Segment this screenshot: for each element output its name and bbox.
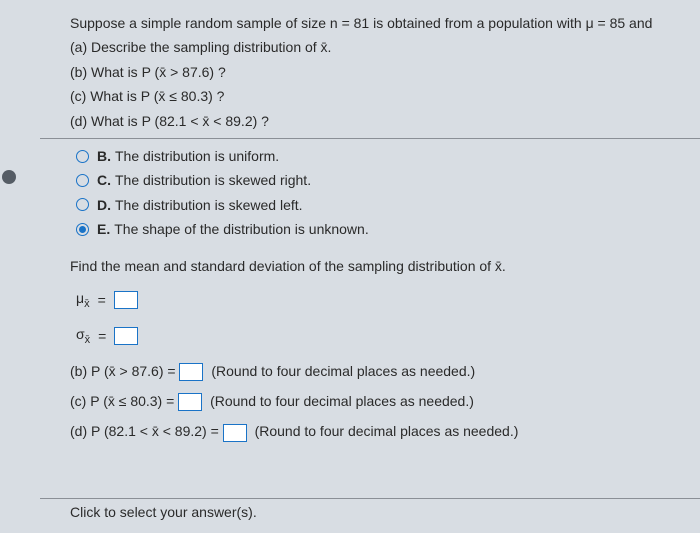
choice-text: The distribution is uniform. [115, 148, 279, 164]
stem-part-a: (a) Describe the sampling distribution o… [70, 36, 680, 58]
footer-instruction: Click to select your answer(s). [70, 501, 257, 523]
equals-sign: = [98, 289, 106, 311]
radio-icon [76, 150, 89, 163]
sigma-label: σx̄ [76, 323, 90, 349]
choice-c[interactable]: C.The distribution is skewed right. [70, 169, 680, 191]
choice-list: B.The distribution is uniform. C.The dis… [70, 145, 680, 241]
divider-top [40, 138, 700, 139]
answer-c-prefix: (c) P (x̄ ≤ 80.3) = [70, 393, 174, 409]
answer-d-prefix: (d) P (82.1 < x̄ < 89.2) = [70, 423, 219, 439]
choice-text: The distribution is skewed left. [115, 197, 303, 213]
mu-input[interactable] [114, 291, 138, 309]
mu-label: μx̄ [76, 287, 90, 313]
stem-line-1: Suppose a simple random sample of size n… [70, 12, 680, 34]
mu-row: μx̄ = [76, 287, 680, 313]
radio-icon-selected [76, 223, 89, 236]
side-indicator-dot [2, 170, 16, 184]
choice-letter: B. [97, 148, 111, 164]
divider-bottom [40, 498, 700, 499]
problem-stem: Suppose a simple random sample of size n… [70, 12, 680, 132]
choice-b[interactable]: B.The distribution is uniform. [70, 145, 680, 167]
question-page: Suppose a simple random sample of size n… [0, 0, 700, 463]
equals-sign: = [98, 325, 106, 347]
answer-d-hint: (Round to four decimal places as needed.… [255, 423, 519, 439]
answer-d-input[interactable] [223, 424, 247, 442]
choice-letter: D. [97, 197, 111, 213]
choice-letter: E. [97, 221, 110, 237]
choice-d[interactable]: D.The distribution is skewed left. [70, 194, 680, 216]
radio-icon [76, 198, 89, 211]
answer-c-input[interactable] [178, 393, 202, 411]
answer-c-row: (c) P (x̄ ≤ 80.3) = (Round to four decim… [70, 390, 680, 412]
stem-part-d: (d) What is P (82.1 < x̄ < 89.2) ? [70, 110, 680, 132]
instruction-text: Find the mean and standard deviation of … [70, 255, 680, 277]
choice-letter: C. [97, 172, 111, 188]
answer-c-hint: (Round to four decimal places as needed.… [210, 393, 474, 409]
choice-text: The distribution is skewed right. [115, 172, 311, 188]
sigma-row: σx̄ = [76, 323, 680, 349]
radio-icon [76, 174, 89, 187]
choice-text: The shape of the distribution is unknown… [114, 221, 369, 237]
choice-e[interactable]: E.The shape of the distribution is unkno… [70, 218, 680, 240]
stem-part-b: (b) What is P (x̄ > 87.6) ? [70, 61, 680, 83]
sigma-input[interactable] [114, 327, 138, 345]
answer-b-prefix: (b) P (x̄ > 87.6) = [70, 363, 176, 379]
stem-part-c: (c) What is P (x̄ ≤ 80.3) ? [70, 85, 680, 107]
answer-d-row: (d) P (82.1 < x̄ < 89.2) = (Round to fou… [70, 420, 680, 442]
answer-b-row: (b) P (x̄ > 87.6) = (Round to four decim… [70, 360, 680, 382]
answer-b-input[interactable] [179, 363, 203, 381]
answer-b-hint: (Round to four decimal places as needed.… [211, 363, 475, 379]
